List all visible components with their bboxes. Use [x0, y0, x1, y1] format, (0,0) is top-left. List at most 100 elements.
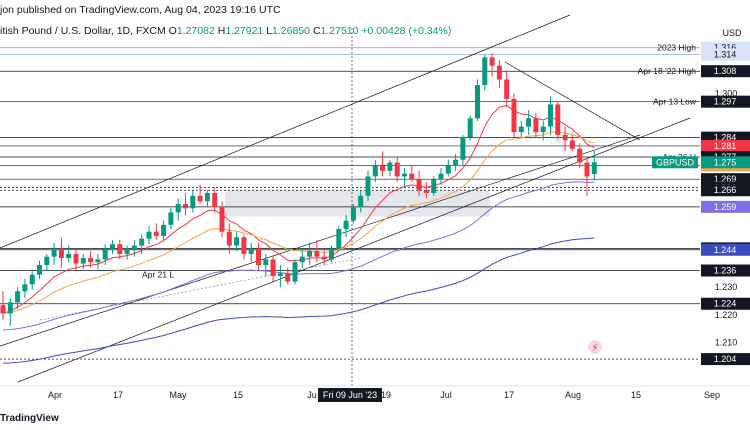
- level-label: Apr 13 Low: [653, 97, 697, 107]
- candle-body: [431, 179, 437, 194]
- candle-body: [80, 258, 86, 264]
- time-tick: 17: [504, 390, 514, 400]
- price-tag-text: 1.284: [714, 133, 737, 143]
- candle-body: [577, 148, 583, 163]
- ema-slow-line: [2, 181, 595, 331]
- candle-body: [307, 251, 313, 257]
- price-tag: 1.308: [701, 65, 750, 78]
- candle-body: [58, 248, 64, 259]
- time-tick: 17: [113, 390, 123, 400]
- candle-body: [460, 137, 466, 160]
- candle-body: [365, 176, 371, 196]
- candle-body: [234, 237, 240, 246]
- candle-body: [343, 220, 349, 229]
- price-tag-text: 1.259: [714, 202, 737, 212]
- price-tag-bg: [701, 243, 750, 256]
- candle-body: [7, 302, 13, 314]
- candle-body: [496, 65, 502, 80]
- candle-body: [197, 195, 203, 202]
- y-axis-unit: USD: [722, 28, 742, 38]
- candle-body: [540, 126, 546, 133]
- price-tag-text: 1.236: [714, 266, 737, 276]
- candle-body: [489, 57, 495, 66]
- price-tag: 1.266: [701, 184, 750, 197]
- candle-body: [329, 248, 334, 260]
- tradingview-brand: TradingView: [0, 413, 59, 424]
- candle-body: [358, 195, 364, 207]
- price-tag: 1.224: [701, 297, 750, 310]
- candle-body: [314, 251, 320, 257]
- price-tag-bg: [701, 139, 750, 152]
- time-tick: Ju: [307, 390, 317, 400]
- time-tick: Aug: [565, 390, 581, 400]
- current-price-tag-bg: [701, 156, 750, 169]
- candle-body: [482, 57, 488, 86]
- candle-body: [95, 259, 101, 263]
- symbol-tag-bg: [652, 156, 698, 169]
- time-tick: 19: [381, 390, 391, 400]
- current-price-tag: 1.275: [714, 157, 737, 167]
- candle-body: [438, 173, 444, 180]
- candle-body: [518, 126, 524, 133]
- level-label: 2023 High: [657, 43, 696, 53]
- candle-body: [256, 248, 261, 265]
- candle-body: [292, 262, 298, 282]
- price-tick: 1.220: [715, 310, 738, 320]
- candle-body: [321, 256, 327, 260]
- price-tag-bg: [701, 48, 750, 61]
- price-tag-text: 1.244: [714, 245, 737, 255]
- candle-body: [562, 134, 568, 141]
- candle-body: [22, 284, 28, 292]
- candle-body: [372, 165, 378, 177]
- price-tag: 1.314: [701, 48, 750, 61]
- price-tag-text: 1.266: [714, 185, 737, 195]
- candle-body: [299, 256, 305, 263]
- candle-body: [146, 231, 152, 239]
- ohlc-l: L1.26850: [266, 25, 311, 37]
- candle-body: [285, 273, 291, 282]
- candle-body: [467, 118, 473, 138]
- price-tag-text: 1.281: [714, 141, 737, 151]
- candle-body: [504, 79, 510, 99]
- candle-body: [88, 258, 94, 263]
- candle-body: [226, 231, 232, 246]
- candle-body: [526, 118, 532, 127]
- candle-body: [219, 206, 225, 232]
- price-tag: 1.244: [701, 243, 750, 256]
- ohlc-o: O1.27082: [168, 25, 215, 37]
- price-tick: 1.300: [715, 88, 738, 98]
- lightning-icon: ⚡: [591, 343, 598, 354]
- crosshair-date-label: Fri 09 Jun '23: [323, 390, 377, 400]
- price-tag-text: 1.308: [714, 66, 737, 76]
- candle-body: [131, 245, 137, 250]
- candle-body: [66, 253, 72, 259]
- price-tag-text: 1.269: [714, 174, 737, 184]
- candle-body: [241, 237, 247, 254]
- price-tag-bg: [701, 353, 750, 366]
- candle-body: [475, 85, 480, 119]
- channel-upper-line: [0, 14, 571, 249]
- channel-mid-line: [0, 134, 641, 347]
- candle-body: [569, 140, 575, 149]
- candle-body: [168, 212, 174, 225]
- ema-fast-line: [2, 105, 595, 314]
- candle-body: [584, 162, 590, 177]
- price-tag-bg: [701, 184, 750, 197]
- candle-body: [409, 173, 415, 180]
- candle-body: [336, 228, 342, 249]
- price-tag: 1.281: [701, 139, 750, 152]
- price-tag-bg: [701, 95, 750, 108]
- candle-body: [102, 248, 108, 260]
- candle-body: [555, 104, 561, 135]
- candle-body: [350, 206, 356, 221]
- candle-body: [153, 231, 159, 236]
- candle-body: [73, 253, 79, 264]
- price-tag-bg: [701, 200, 750, 213]
- candle-body: [204, 193, 210, 202]
- time-tick: Jul: [440, 390, 452, 400]
- price-tag: 1.259: [701, 200, 750, 213]
- time-tick: May: [169, 390, 187, 400]
- price-tag: 1.204: [701, 353, 750, 366]
- candle-body: [263, 259, 269, 265]
